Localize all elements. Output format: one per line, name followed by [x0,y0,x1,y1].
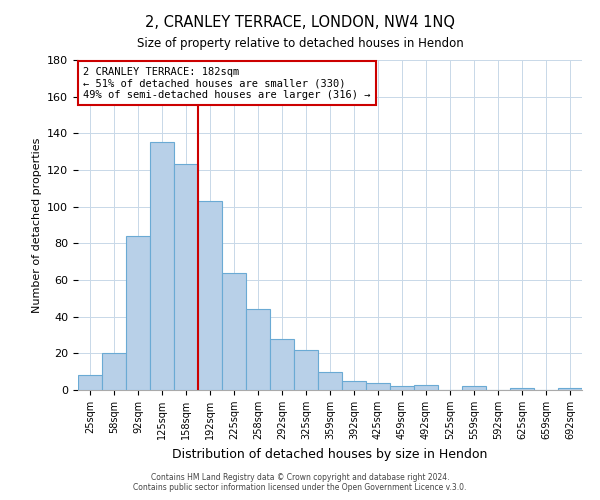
Bar [318,372,342,390]
X-axis label: Distribution of detached houses by size in Hendon: Distribution of detached houses by size … [172,448,488,460]
Bar [222,272,246,390]
Bar [270,338,294,390]
Bar [510,388,534,390]
Bar [366,382,390,390]
Bar [150,142,174,390]
Bar [198,201,222,390]
Bar [174,164,198,390]
Bar [462,386,486,390]
Bar [294,350,318,390]
Bar [126,236,150,390]
Text: 2, CRANLEY TERRACE, LONDON, NW4 1NQ: 2, CRANLEY TERRACE, LONDON, NW4 1NQ [145,15,455,30]
Bar [78,376,102,390]
Text: Contains HM Land Registry data © Crown copyright and database right 2024.
Contai: Contains HM Land Registry data © Crown c… [133,473,467,492]
Bar [558,388,582,390]
Text: 2 CRANLEY TERRACE: 182sqm
← 51% of detached houses are smaller (330)
49% of semi: 2 CRANLEY TERRACE: 182sqm ← 51% of detac… [83,66,371,100]
Bar [414,384,438,390]
Bar [102,354,126,390]
Bar [246,310,270,390]
Bar [342,381,366,390]
Y-axis label: Number of detached properties: Number of detached properties [32,138,41,312]
Bar [390,386,414,390]
Text: Size of property relative to detached houses in Hendon: Size of property relative to detached ho… [137,38,463,51]
